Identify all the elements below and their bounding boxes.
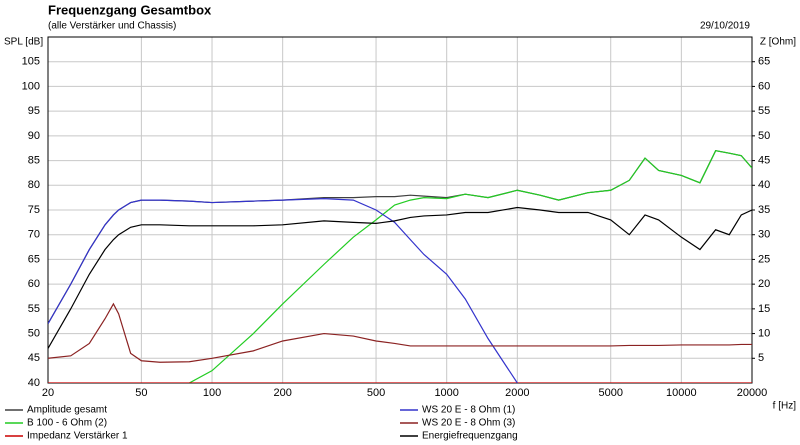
legend-label: WS 20 E - 8 Ohm (1) (422, 405, 515, 416)
y-tick-label: 65 (28, 253, 40, 265)
y2-tick-label: 35 (758, 204, 770, 216)
chart-title: Frequenzgang Gesamtbox (48, 2, 212, 17)
chart-date: 29/10/2019 (700, 21, 750, 32)
y2-tick-label: 50 (758, 130, 770, 142)
y2-tick-label: 5 (758, 352, 764, 364)
series-line (188, 150, 752, 383)
x-tick-label: 20000 (737, 387, 768, 399)
y-tick-label: 75 (28, 204, 40, 216)
legend-label: B 100 - 6 Ohm (2) (27, 418, 107, 429)
x-tick-label: 2000 (505, 387, 529, 399)
y2-tick-label: 25 (758, 253, 770, 265)
y-tick-label: 100 (22, 80, 40, 92)
series-line (48, 206, 752, 349)
y2-tick-label: 30 (758, 229, 770, 241)
y-tick-label: 85 (28, 154, 40, 166)
y-tick-label: 45 (28, 352, 40, 364)
x-axis-label: f [Hz] (773, 401, 797, 412)
y2-tick-label: 15 (758, 303, 770, 315)
y-tick-label: 80 (28, 179, 40, 191)
y-tick-label: 55 (28, 303, 40, 315)
series-line (48, 302, 752, 363)
y-tick-label: 50 (28, 327, 40, 339)
y2-tick-label: 60 (758, 80, 770, 92)
y-tick-label: 70 (28, 229, 40, 241)
y2-tick-label: 10 (758, 327, 770, 339)
legend-label: Amplitude gesamt (27, 405, 107, 416)
y-tick-label: 90 (28, 130, 40, 142)
y-axis-label: SPL [dB] (4, 37, 43, 48)
legend-label: Energiefrequenzgang (422, 431, 518, 442)
y2-tick-label: 40 (758, 179, 770, 191)
x-tick-label: 50 (135, 387, 147, 399)
legend-label: Impedanz Verstärker 1 (27, 431, 128, 442)
y-tick-label: 60 (28, 278, 40, 290)
y2-axis-label: Z [Ohm] (760, 37, 796, 48)
y-tick-label: 105 (22, 56, 40, 68)
series-line (48, 198, 518, 383)
y2-tick-label: 45 (758, 154, 770, 166)
x-tick-label: 1000 (434, 387, 458, 399)
x-tick-label: 200 (273, 387, 291, 399)
x-tick-label: 10000 (666, 387, 697, 399)
x-tick-label: 5000 (598, 387, 622, 399)
y2-tick-label: 20 (758, 278, 770, 290)
x-tick-label: 100 (203, 387, 221, 399)
chart-subtitle: (alle Verstärker und Chassis) (48, 21, 176, 32)
y-tick-label: 40 (28, 377, 40, 389)
series-line (48, 150, 752, 324)
y2-tick-label: 65 (758, 56, 770, 68)
y2-tick-label: 55 (758, 105, 770, 117)
legend-label: WS 20 E - 8 Ohm (3) (422, 418, 515, 429)
x-tick-label: 500 (367, 387, 385, 399)
x-tick-label: 20 (42, 387, 54, 399)
y-tick-label: 95 (28, 105, 40, 117)
